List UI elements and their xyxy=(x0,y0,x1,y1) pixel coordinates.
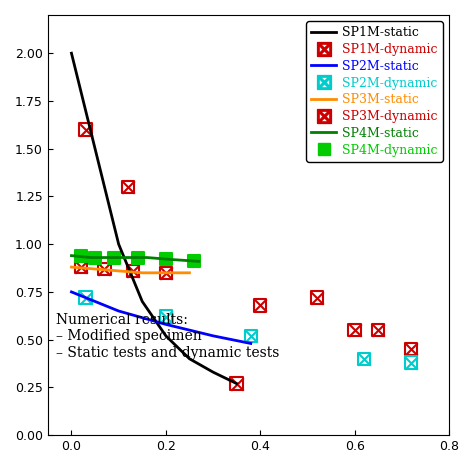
Point xyxy=(100,265,108,273)
Text: Numerical results:
– Modified specimen
– Static tests and dynamic tests: Numerical results: – Modified specimen –… xyxy=(56,313,279,359)
Point xyxy=(191,257,198,265)
Point xyxy=(374,326,382,334)
Point xyxy=(162,313,170,321)
Point xyxy=(134,254,141,261)
Point xyxy=(313,294,320,301)
Point xyxy=(374,326,382,334)
Point xyxy=(247,332,255,340)
Point xyxy=(313,294,320,301)
Point xyxy=(100,265,108,273)
Point xyxy=(360,355,368,363)
Point xyxy=(82,126,90,133)
Point xyxy=(408,345,415,353)
Point xyxy=(233,380,240,388)
Point xyxy=(351,326,358,334)
Point xyxy=(129,267,137,275)
Point xyxy=(124,183,132,190)
Point xyxy=(360,355,368,363)
Point xyxy=(162,269,170,277)
Legend: SP1M-static, SP1M-dynamic, SP2M-static, SP2M-dynamic, SP3M-static, SP3M-dynamic,: SP1M-static, SP1M-dynamic, SP2M-static, … xyxy=(306,21,443,161)
Point xyxy=(77,252,85,259)
Point xyxy=(82,126,90,133)
Point xyxy=(162,256,170,263)
Point xyxy=(129,267,137,275)
Point xyxy=(162,269,170,277)
Point xyxy=(256,301,264,309)
Point xyxy=(247,332,255,340)
Point xyxy=(77,263,85,271)
Point xyxy=(408,345,415,353)
Point xyxy=(256,301,264,309)
Point xyxy=(77,263,85,271)
Point xyxy=(233,380,240,388)
Point xyxy=(351,326,358,334)
Point xyxy=(91,254,99,261)
Point xyxy=(82,294,90,301)
Point xyxy=(408,359,415,366)
Point xyxy=(408,359,415,366)
Point xyxy=(162,313,170,321)
Point xyxy=(82,294,90,301)
Point xyxy=(110,254,118,261)
Point xyxy=(124,183,132,190)
